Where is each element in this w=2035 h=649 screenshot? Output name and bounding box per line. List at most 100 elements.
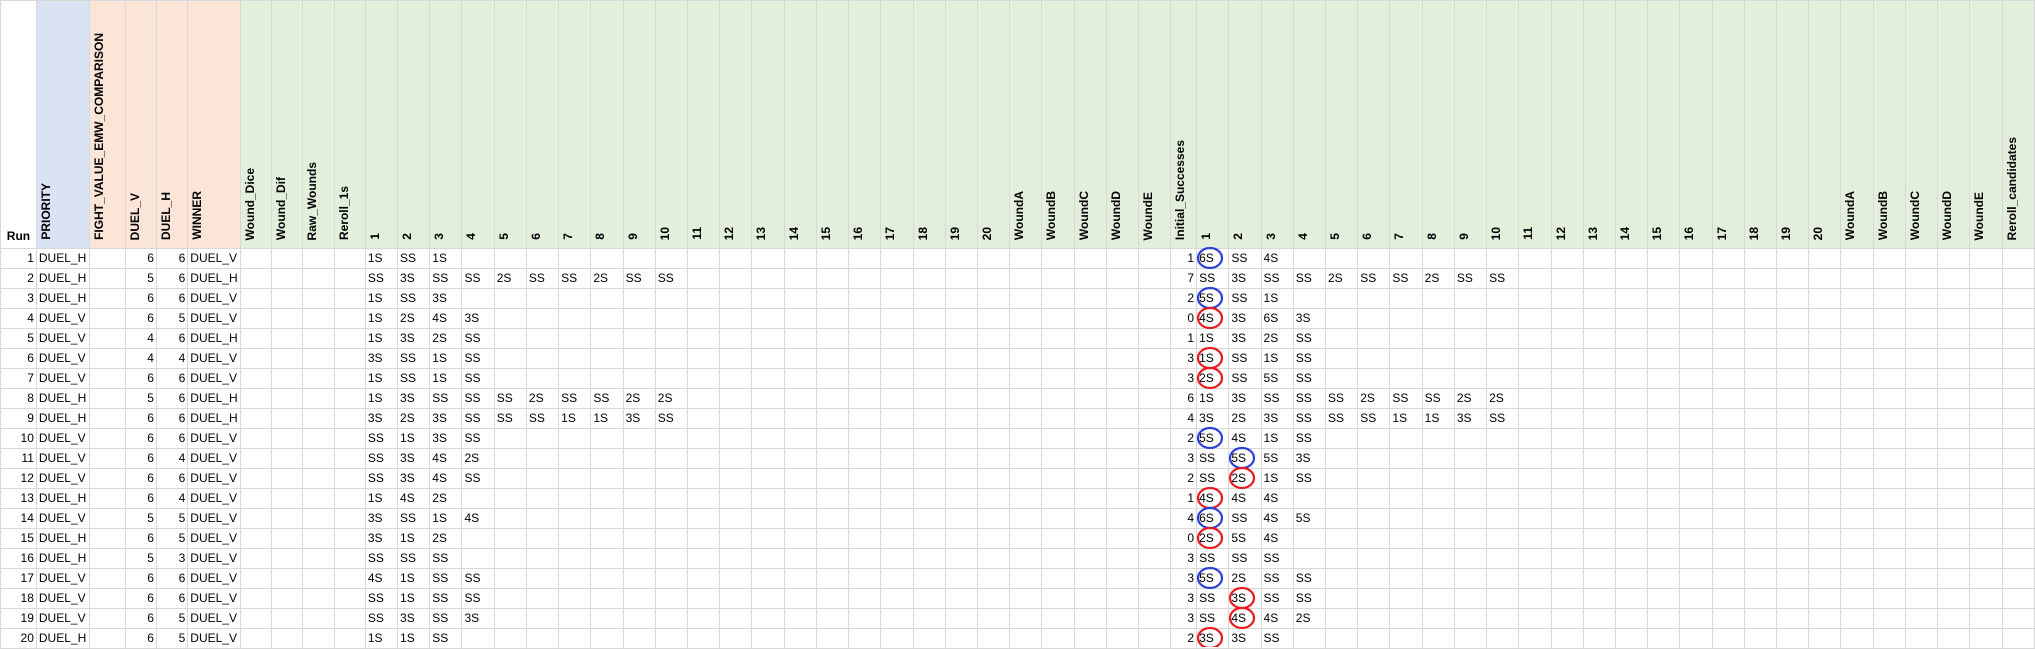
empty-cell[interactable] [719,408,753,429]
empty-cell[interactable] [1904,348,1939,369]
duel-h-cell[interactable]: 6 [155,288,189,309]
empty-cell[interactable] [1324,488,1359,509]
empty-cell[interactable] [751,588,785,609]
empty-cell[interactable] [976,368,1011,389]
empty-cell[interactable] [270,428,304,449]
empty-cell[interactable] [1486,308,1520,329]
dice-cell[interactable]: 1S [364,248,399,269]
empty-cell[interactable] [880,388,914,409]
empty-cell[interactable] [590,368,624,389]
empty-cell[interactable] [1389,328,1423,349]
empty-cell[interactable] [944,288,978,309]
run-cell[interactable]: 3 [0,288,37,309]
empty-cell[interactable] [558,588,592,609]
run-cell[interactable]: 6 [0,348,37,369]
empty-cell[interactable] [1904,468,1939,489]
dice-cell[interactable]: 1S [558,408,592,429]
empty-cell[interactable] [590,248,624,269]
header-10-19[interactable]: 10 [654,0,689,249]
empty-cell[interactable] [1808,528,1842,549]
empty-cell[interactable] [1711,328,1745,349]
duel-v-cell[interactable]: 6 [124,428,157,449]
empty-cell[interactable] [1292,628,1326,649]
empty-cell[interactable] [1486,348,1520,369]
run-cell[interactable]: 9 [0,408,37,429]
empty-cell[interactable] [1904,328,1939,349]
empty-cell[interactable] [1073,328,1107,349]
empty-cell[interactable] [1808,588,1842,609]
empty-cell[interactable] [88,488,126,509]
empty-cell[interactable] [1840,488,1874,509]
success-cell[interactable]: SS [1292,388,1326,409]
header-initial-successes-35[interactable]: Initial_Successes [1170,0,1198,249]
winner-cell[interactable]: DUEL_H [187,388,241,409]
empty-cell[interactable] [687,548,721,569]
empty-cell[interactable] [1041,548,1075,569]
empty-cell[interactable] [751,448,785,469]
empty-cell[interactable] [1518,268,1552,289]
success-cell[interactable]: SS [1292,348,1326,369]
empty-cell[interactable] [944,488,978,509]
empty-cell[interactable] [1324,528,1359,549]
empty-cell[interactable] [944,328,978,349]
empty-cell[interactable] [1105,588,1140,609]
dice-cell[interactable]: SS [461,348,495,369]
empty-cell[interactable] [912,448,946,469]
success-cell[interactable]: SS [1357,408,1391,429]
initial-successes-cell[interactable]: 2 [1170,628,1198,649]
empty-cell[interactable] [1357,528,1391,549]
empty-cell[interactable] [687,508,721,529]
empty-cell[interactable] [1292,288,1326,309]
initial-successes-cell[interactable]: 3 [1170,568,1198,589]
empty-cell[interactable] [976,548,1011,569]
empty-cell[interactable] [302,628,335,649]
empty-cell[interactable] [1776,288,1810,309]
empty-cell[interactable] [1357,348,1391,369]
empty-cell[interactable] [1486,328,1520,349]
run-cell[interactable]: 7 [0,368,37,389]
empty-cell[interactable] [1389,468,1423,489]
header-duel-h-4[interactable]: DUEL_H [155,0,189,249]
success-cell[interactable]: SS [1260,388,1294,409]
empty-cell[interactable] [1582,448,1616,469]
empty-cell[interactable] [1453,468,1488,489]
empty-cell[interactable] [1969,408,2003,429]
empty-cell[interactable] [1421,288,1455,309]
priority-cell[interactable]: DUEL_V [35,368,90,389]
empty-cell[interactable] [976,628,1011,649]
dice-cell[interactable]: SS [397,548,431,569]
empty-cell[interactable] [783,388,817,409]
dice-cell[interactable]: 3S [397,448,431,469]
dice-cell[interactable]: SS [525,268,560,289]
empty-cell[interactable] [654,528,689,549]
empty-cell[interactable] [815,268,850,289]
empty-cell[interactable] [1969,428,2003,449]
empty-cell[interactable] [2001,588,2035,609]
empty-cell[interactable] [1937,268,1971,289]
empty-cell[interactable] [2001,368,2035,389]
empty-cell[interactable] [1679,348,1713,369]
empty-cell[interactable] [1679,528,1713,549]
empty-cell[interactable] [1614,548,1649,569]
empty-cell[interactable] [1647,628,1681,649]
empty-cell[interactable] [912,588,946,609]
empty-cell[interactable] [1389,628,1423,649]
empty-cell[interactable] [1647,468,1681,489]
duel-v-cell[interactable]: 5 [124,548,157,569]
empty-cell[interactable] [1872,488,1906,509]
dice-cell[interactable]: 3S [397,468,431,489]
initial-successes-cell[interactable]: 2 [1170,428,1198,449]
empty-cell[interactable] [622,328,656,349]
empty-cell[interactable] [558,288,592,309]
empty-cell[interactable] [590,568,624,589]
empty-cell[interactable] [1421,328,1455,349]
success-cell[interactable]: SS [1228,548,1262,569]
empty-cell[interactable] [1041,568,1075,589]
empty-cell[interactable] [783,568,817,589]
empty-cell[interactable] [1711,508,1745,529]
success-cell[interactable]: SS [1292,468,1326,489]
empty-cell[interactable] [1776,328,1810,349]
duel-h-cell[interactable]: 5 [155,608,189,629]
priority-cell[interactable]: DUEL_H [35,528,90,549]
empty-cell[interactable] [1679,248,1713,269]
